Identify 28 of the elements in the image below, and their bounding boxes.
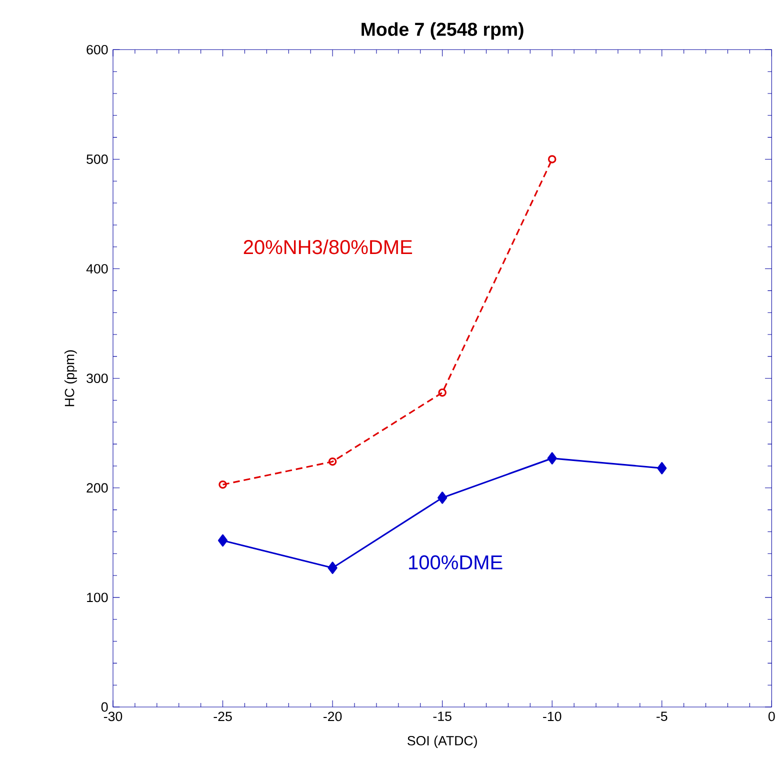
x-axis-title: SOI (ATDC) [408, 736, 477, 748]
series-label: 100%DME [409, 555, 502, 570]
y-tick-label: 500 [86, 154, 108, 164]
point [547, 452, 557, 464]
x-tick-label: -25 [214, 712, 232, 722]
point [218, 534, 228, 547]
x-tick-label: -5 [656, 712, 668, 722]
point [218, 480, 227, 489]
x-tick-label: 0 [768, 712, 775, 722]
y-tick-label: 600 [86, 44, 108, 54]
chart-title: Mode 7 (2548 rpm) [362, 22, 524, 40]
y-tick-label: 200 [86, 483, 108, 493]
x-tick-label: -15 [433, 712, 452, 722]
x-tick-label: -20 [324, 712, 342, 722]
text: 20%NH3/80%DME [244, 240, 412, 254]
x-tick-label: -30 [104, 712, 122, 722]
y-tick-label: 100 [87, 592, 108, 602]
x-tick-label: -10 [543, 712, 562, 722]
point [438, 492, 448, 504]
y-tick-label: 300 [86, 374, 108, 384]
point [548, 155, 556, 164]
point [328, 457, 337, 466]
point [657, 462, 667, 474]
y-axis-title: HC (ppm) [64, 350, 77, 406]
point [438, 388, 446, 397]
y-tick-label: 0 [101, 702, 108, 712]
y-tick-label: 400 [86, 264, 108, 274]
point [328, 562, 338, 574]
